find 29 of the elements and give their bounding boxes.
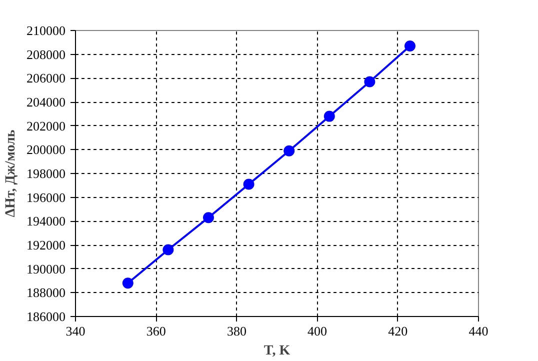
x-tick-label: 380: [226, 324, 246, 338]
y-tick-label: 206000: [26, 70, 66, 86]
y-tick-label: 192000: [26, 238, 66, 252]
point: [284, 145, 295, 156]
y-tick-label: 188000: [26, 285, 66, 300]
y-tick-label: 210000: [26, 23, 66, 38]
point: [162, 244, 174, 256]
point: [202, 212, 214, 224]
x-tick-label: 420: [388, 324, 408, 338]
point: [404, 40, 416, 52]
y-tick-label: 204000: [26, 94, 66, 110]
point: [122, 278, 134, 289]
point: [364, 76, 376, 88]
y-axis-title: ΔHт, Дж/моль: [4, 129, 18, 218]
y-tick-label: 194000: [26, 214, 66, 229]
y-tick-label: 200000: [26, 142, 66, 158]
point: [324, 110, 335, 122]
y-tick-label: 202000: [26, 118, 66, 134]
y-tick-label: 186000: [26, 309, 66, 324]
x-tick-label: 400: [308, 324, 328, 338]
y-tick-label: 198000: [26, 166, 66, 181]
x-axis-title: T, K: [264, 344, 290, 358]
x-tick-label: 360: [146, 324, 166, 338]
x-tick-label: 440: [468, 324, 488, 338]
y-tick-label: 196000: [26, 190, 66, 205]
y-tick-label: 190000: [26, 261, 66, 276]
point: [243, 178, 254, 190]
x-tick-label: 340: [66, 324, 86, 338]
y-tick-label: 208000: [26, 46, 66, 62]
